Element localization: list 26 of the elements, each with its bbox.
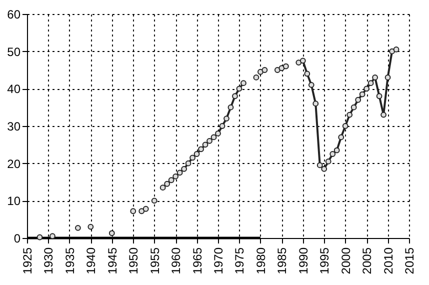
y-tick-label: 30	[7, 120, 21, 134]
x-tick-label: 1965	[190, 247, 204, 274]
y-tick-label: 40	[7, 82, 21, 96]
y-tick-label: 0	[14, 232, 21, 246]
y-tick-label: 60	[7, 8, 21, 22]
x-tick-label: 1990	[296, 247, 310, 274]
x-tick-label: 1925	[20, 247, 34, 274]
x-tick-label: 1970	[212, 247, 226, 274]
y-tick-label: 50	[7, 44, 21, 59]
x-tick-label: 2010	[381, 247, 396, 274]
x-tick-label: 1940	[84, 247, 98, 274]
x-tick-label: 1955	[148, 247, 162, 274]
x-tick-label: 1945	[105, 247, 120, 274]
x-tick-label: 1995	[318, 247, 332, 274]
x-tick-label: 1950	[126, 247, 141, 274]
x-tick-label: 1935	[62, 247, 77, 274]
x-tick-label: 2015	[402, 247, 416, 274]
x-tick-label: 1960	[169, 247, 184, 274]
y-tick-label: 10	[7, 194, 21, 208]
x-tick-label: 2000	[338, 247, 353, 274]
x-tick-label: 1975	[232, 247, 247, 274]
y-tick-label: 20	[7, 156, 21, 171]
x-tick-label: 2005	[360, 247, 374, 274]
x-tick-label: 1985	[275, 247, 290, 274]
x-tick-label: 1980	[254, 247, 268, 274]
x-tick-label: 1930	[42, 247, 56, 274]
